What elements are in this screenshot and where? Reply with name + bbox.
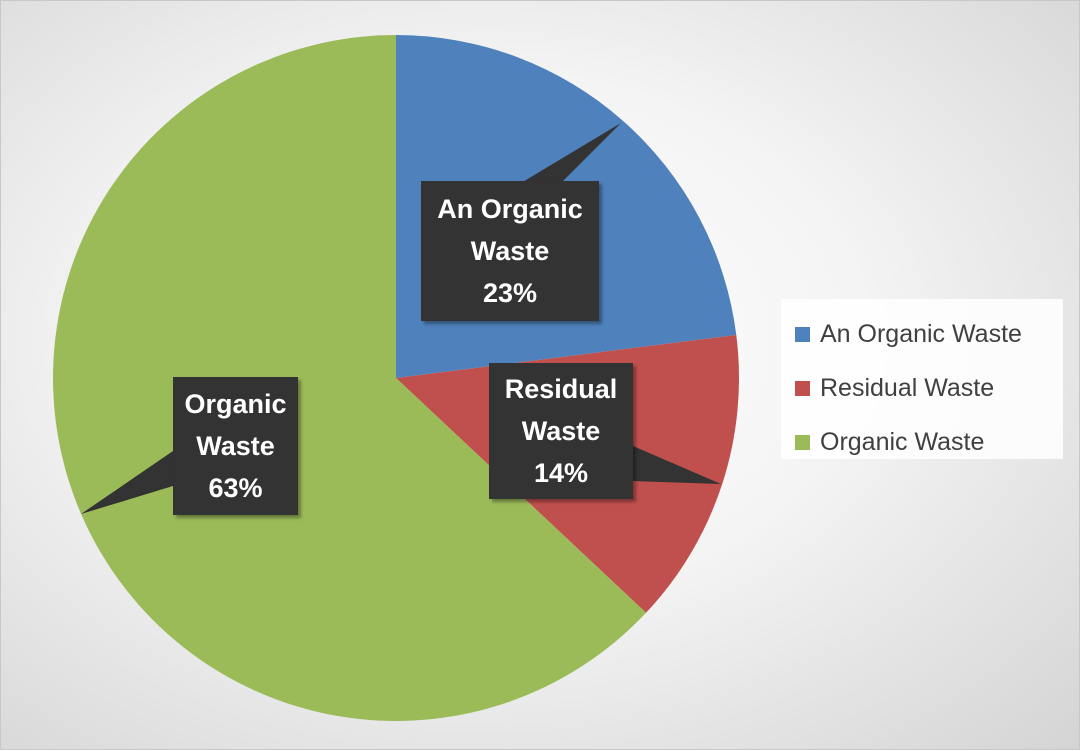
legend-label: Residual Waste xyxy=(820,373,995,402)
legend-swatch xyxy=(795,434,810,450)
data-label: Organic Waste 63% xyxy=(173,377,298,515)
legend-label: Organic Waste xyxy=(820,427,985,456)
data-label-value: 63% xyxy=(208,473,263,503)
data-label-category: Residual Waste xyxy=(504,374,618,446)
data-label: Residual Waste 14% xyxy=(489,363,633,499)
pie-slice xyxy=(53,35,647,721)
data-label-category: An Organic Waste xyxy=(437,194,583,266)
legend: An Organic Waste Residual Waste Organic Wa… xyxy=(781,299,1063,459)
data-label: An Organic Waste 23% xyxy=(421,181,599,321)
legend-item: Organic Waste xyxy=(781,415,1063,469)
callout-pointer xyxy=(633,446,721,484)
legend-item: Residual Waste xyxy=(781,361,1063,415)
data-label-category: Organic Waste xyxy=(184,389,287,461)
legend-swatch xyxy=(795,326,810,342)
callout-pointer xyxy=(521,123,621,183)
data-label-value: 23% xyxy=(482,278,538,308)
legend-item: An Organic Waste xyxy=(781,307,1063,361)
legend-swatch xyxy=(795,380,810,396)
legend-label: An Organic Waste xyxy=(820,319,1022,348)
data-label-value: 14% xyxy=(533,458,589,488)
callout-pointer xyxy=(81,451,173,514)
